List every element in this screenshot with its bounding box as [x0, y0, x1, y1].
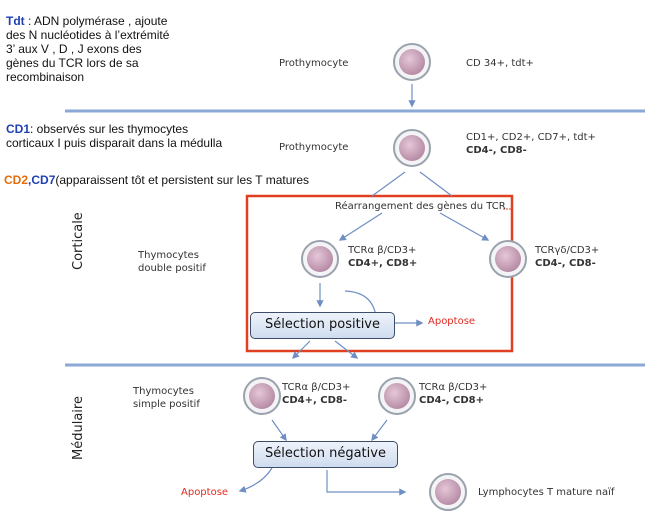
arrow-to-rearr-left: [371, 171, 406, 197]
arrow-to-dp: [338, 212, 383, 241]
label-double-positive-l2: double positif: [138, 263, 206, 274]
cell-sp-cd4: [243, 377, 281, 415]
markers-tcr-ab-dp: TCRα β/CD3+ CD4+, CD8+: [348, 244, 417, 270]
arrow-sp4-to-selneg: [271, 419, 287, 442]
markers-tcr-ab-sp8-l1: TCRα β/CD3+: [419, 382, 488, 393]
arrow-selpos-left: [291, 340, 311, 360]
arrow-to-rearr-right: [419, 171, 453, 197]
label-rearrangement: Réarrangement des gènes du TCR: [335, 201, 506, 212]
markers-tcr-ab-sp4-l1: TCRα β/CD3+: [282, 382, 351, 393]
label-prothymocyte-2: Prothymocyte: [279, 142, 349, 153]
note-cd2-cd7: CD2,CD7(apparaissent tôt et persistent s…: [4, 173, 314, 187]
negative-selection-box: Sélection négative: [253, 441, 398, 468]
note-cd-sep: ,: [28, 173, 32, 187]
markers-tcr-ab-dp-l1: TCRα β/CD3+: [348, 245, 417, 256]
label-prothymocyte-1: Prothymocyte: [279, 58, 349, 69]
markers-tcr-ab-sp8: TCRα β/CD3+ CD4-, CD8+: [419, 381, 487, 407]
markers-prothymocyte-2-line2: CD4-, CD8-: [466, 145, 527, 156]
label-mature: Lymphocytes T mature naïf: [478, 487, 615, 498]
markers-tcr-ab-sp4: TCRα β/CD3+ CD4+, CD8-: [282, 381, 350, 407]
cell-mature: [429, 473, 467, 511]
markers-prothymocyte-1: CD 34+, tdt+: [466, 58, 534, 69]
note-cd1: CD1: observés sur les thymocytes cortica…: [6, 122, 231, 150]
cell-prothymocyte-2: [393, 129, 431, 167]
zone-medullary: Médulaire: [71, 396, 86, 460]
cell-gamma-delta: [489, 240, 527, 278]
markers-prothymocyte-2: CD1+, CD2+, CD7+, tdt+ CD4-, CD8-: [466, 131, 596, 157]
markers-tcr-ab-sp8-l2: CD4-, CD8+: [419, 395, 485, 406]
label-apoptose-2: Apoptose: [181, 487, 229, 498]
arrow-to-gd: [439, 212, 490, 241]
arrow-sp8-to-selneg: [371, 419, 388, 442]
positive-selection-box: Sélection positive: [250, 312, 395, 339]
note-tdt: Tdt : ADN polymérase , ajoute des N nucl…: [6, 14, 176, 84]
markers-tcr-gd: TCRγδ/CD3+ CD4-, CD8-: [535, 244, 599, 270]
label-simple-positive-l2: simple positif: [133, 399, 200, 410]
label-simple-positive: Thymocytes simple positif: [133, 385, 200, 411]
note-cd7-title: CD7: [31, 173, 56, 187]
markers-tcr-gd-l1: TCRγδ/CD3+: [535, 245, 600, 256]
arrow-selneg-apoptose: [238, 467, 273, 493]
markers-tcr-ab-sp4-l2: CD4+, CD8-: [282, 395, 348, 406]
arrow-selpos-right: [334, 340, 359, 359]
zone-cortical: Corticale: [71, 212, 86, 270]
markers-prothymocyte-2-line1: CD1+, CD2+, CD7+, tdt+: [466, 132, 596, 143]
arrow-selneg-mature: [326, 470, 407, 496]
note-cd1-title: CD1: [6, 122, 31, 136]
markers-tcr-ab-dp-l2: CD4+, CD8+: [348, 258, 418, 269]
note-cd1-text: : observés sur les thymocytes corticaux …: [6, 122, 223, 150]
cell-double-positive: [301, 240, 339, 278]
note-tdt-text: : ADN polymérase , ajoute des N nucléoti…: [6, 14, 170, 84]
note-cd27-text: (apparaissent tôt et persistent sur les …: [55, 173, 310, 187]
label-double-positive: Thymocytes double positif: [138, 249, 206, 275]
note-tdt-title: Tdt: [6, 14, 25, 28]
label-double-positive-l1: Thymocytes: [138, 250, 199, 261]
note-cd2-title: CD2: [4, 173, 29, 187]
markers-tcr-gd-l2: CD4-, CD8-: [535, 258, 596, 269]
cell-prothymocyte-1: [393, 43, 431, 81]
label-simple-positive-l1: Thymocytes: [133, 386, 194, 397]
label-apoptose-1: Apoptose: [428, 316, 476, 327]
cell-sp-cd8: [378, 377, 416, 415]
